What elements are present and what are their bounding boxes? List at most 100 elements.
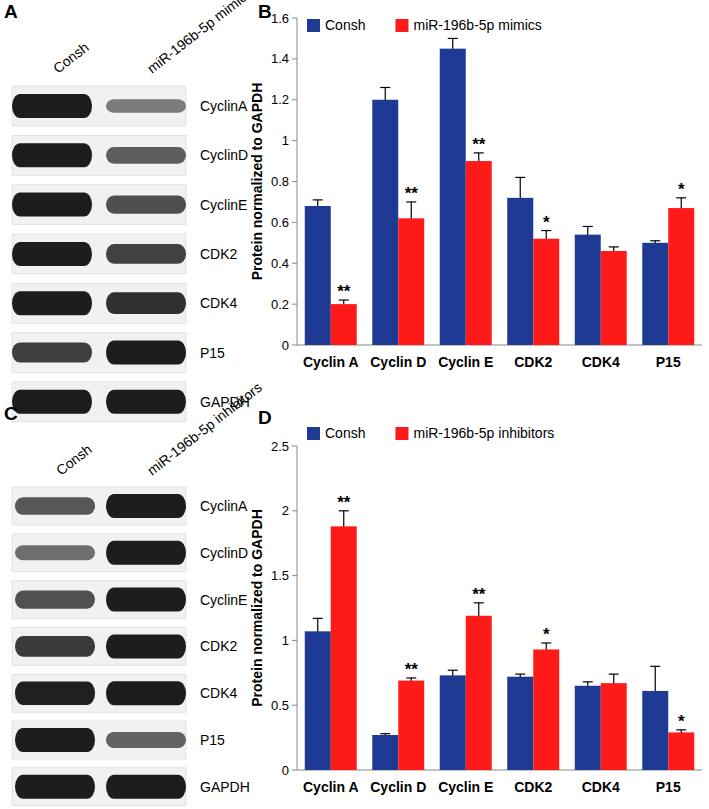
error-cap <box>380 733 390 734</box>
blot-strip <box>12 627 186 665</box>
y-tick <box>292 140 297 141</box>
significance: * <box>543 625 550 644</box>
bar <box>642 691 668 770</box>
error-cap <box>313 199 323 200</box>
panel-label: C <box>4 403 18 424</box>
bar <box>398 218 424 345</box>
blot-band <box>106 732 186 748</box>
bar <box>575 235 601 345</box>
error-cap <box>609 246 619 247</box>
blot-band <box>106 494 186 518</box>
y-tick <box>292 770 297 771</box>
y-tick <box>292 510 297 511</box>
y-tick <box>292 304 297 305</box>
x-tick-label: P15 <box>656 779 681 795</box>
blot-band <box>106 147 186 164</box>
significance: ** <box>472 585 486 604</box>
blot-band <box>106 244 186 264</box>
y-tick-label: 1.5 <box>271 568 289 583</box>
error-cap <box>583 226 593 227</box>
error-cap <box>650 240 660 241</box>
blot-panel: CConshmiR-196b-5p inhibitorsCyclinACycli… <box>4 379 265 806</box>
panel-label: B <box>258 1 272 22</box>
blot-strip <box>12 86 186 126</box>
y-tick-label: 2.5 <box>271 439 289 454</box>
blot-band <box>106 681 186 705</box>
error-cap <box>313 618 323 619</box>
bar <box>466 616 492 770</box>
y-axis-label: Protein normalized to GAPDH <box>249 509 265 707</box>
y-tick <box>292 58 297 59</box>
y-tick-label: 1.2 <box>271 92 289 107</box>
y-tick <box>292 640 297 641</box>
legend-swatch <box>395 19 408 32</box>
legend: ConshmiR-196b-5p inhibitors <box>307 425 554 441</box>
blot-band <box>15 681 95 705</box>
x-tick-label: Cyclin E <box>438 354 493 370</box>
bar <box>331 304 357 345</box>
legend: ConshmiR-196b-5p mimics <box>307 17 542 33</box>
blot-strip <box>12 721 186 759</box>
bar <box>305 631 331 770</box>
significance: ** <box>405 184 419 203</box>
legend-swatch <box>395 427 408 440</box>
legend-swatch <box>307 427 320 440</box>
x-tick-label: Cyclin A <box>303 354 359 370</box>
protein-label: GAPDH <box>200 779 250 795</box>
significance: ** <box>405 660 419 679</box>
y-tick <box>292 705 297 706</box>
x-axis <box>297 770 702 771</box>
y-tick <box>292 222 297 223</box>
significance: * <box>543 213 550 232</box>
bar-chart: BProtein normalized to GAPDH00.20.40.60.… <box>249 1 702 370</box>
y-tick-label: 1.4 <box>271 51 289 66</box>
lane-label: Consh <box>50 39 92 77</box>
protein-label: CDK2 <box>200 246 238 262</box>
x-tick-label: CDK2 <box>514 779 552 795</box>
y-tick-label: 0.2 <box>271 297 289 312</box>
blot-band <box>12 242 92 266</box>
blot-band <box>15 590 95 608</box>
blot-band <box>106 541 186 565</box>
y-tick-label: 1.6 <box>271 11 289 26</box>
error-cap <box>583 681 593 682</box>
protein-label: CDK4 <box>200 685 238 701</box>
blot-band <box>15 545 95 560</box>
bar <box>533 649 559 770</box>
bar <box>398 681 424 770</box>
significance: * <box>678 712 685 731</box>
x-tick-label: Cyclin D <box>370 779 426 795</box>
y-tick-label: 0.8 <box>271 174 289 189</box>
lane-label: miR-196b-5p mimics <box>144 0 255 76</box>
panel-label: D <box>258 407 272 428</box>
bar <box>575 686 601 770</box>
x-tick-label: CDK4 <box>582 779 620 795</box>
blot-band <box>106 99 186 112</box>
protein-label: CyclinA <box>200 498 248 514</box>
blot-strip <box>12 333 186 373</box>
blot-band <box>106 292 186 314</box>
y-tick <box>292 181 297 182</box>
bar <box>668 208 694 345</box>
annotations: Cyclin A**Cyclin D**Cyclin E**CDK2*CDK4P… <box>303 135 685 370</box>
bar <box>305 206 331 345</box>
legend-label: Consh <box>325 425 365 441</box>
x-axis <box>297 345 702 346</box>
blot-band <box>12 193 92 217</box>
bar <box>507 677 533 770</box>
bar <box>440 49 466 345</box>
blot-strip <box>12 768 186 806</box>
significance: * <box>678 180 685 199</box>
y-axis <box>297 446 298 770</box>
significance: ** <box>337 493 351 512</box>
blot-strip <box>12 534 186 572</box>
bar <box>601 251 627 345</box>
bar <box>507 198 533 345</box>
x-tick-label: Cyclin D <box>370 354 426 370</box>
bar <box>533 239 559 345</box>
y-tick-label: 0.5 <box>271 698 289 713</box>
blot-band <box>12 143 92 167</box>
blot-band <box>106 390 186 414</box>
protein-label: P15 <box>200 345 225 361</box>
protein-label: CyclinE <box>200 592 247 608</box>
